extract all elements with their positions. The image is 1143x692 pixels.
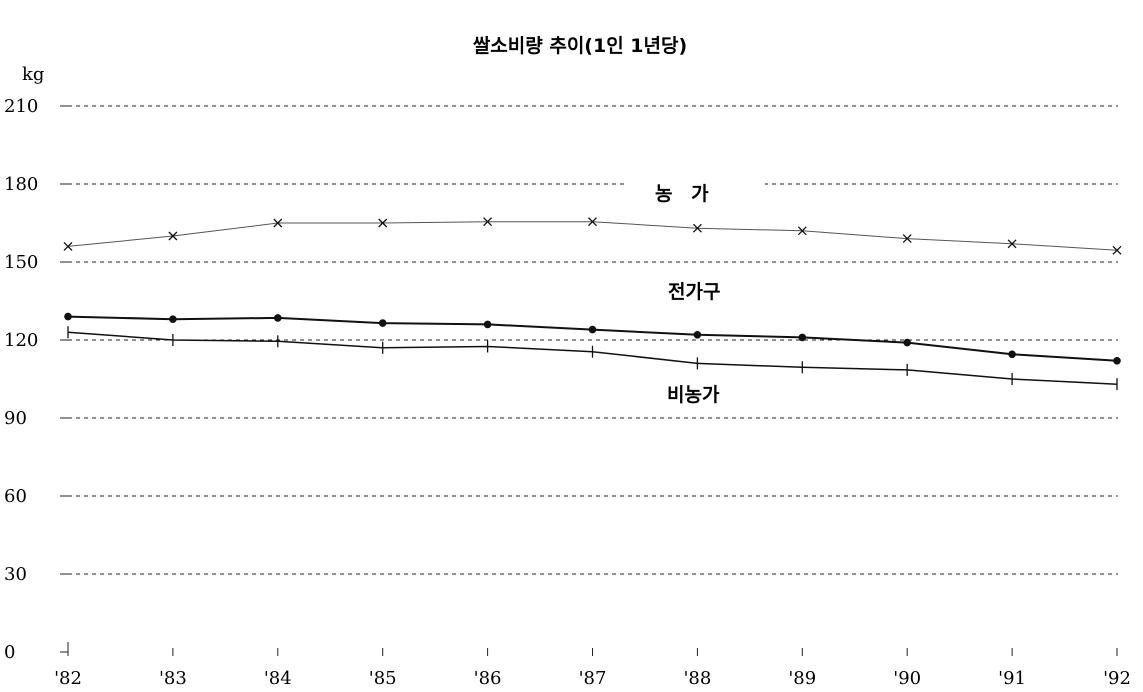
data-point-x-marker xyxy=(483,217,493,227)
y-tick-label: 60 xyxy=(4,486,27,507)
data-point-dot-marker xyxy=(903,338,911,347)
x-tick-label: '90 xyxy=(893,668,921,689)
data-point-dot-marker xyxy=(64,312,72,321)
data-point-x-marker xyxy=(378,218,388,228)
data-point-dot-marker xyxy=(169,315,177,324)
series-label: 전가구 xyxy=(668,281,720,303)
y-tick-label: 90 xyxy=(4,408,27,429)
data-point-x-marker xyxy=(1007,239,1017,249)
x-tick-label: '86 xyxy=(474,668,502,689)
data-point-dot-marker xyxy=(588,325,597,334)
x-tick-label: '85 xyxy=(369,668,397,689)
x-tick-label: '91 xyxy=(998,668,1026,689)
x-tick-label: '82 xyxy=(54,668,82,689)
data-point-x-marker xyxy=(588,217,597,227)
data-point-x-marker xyxy=(63,241,73,251)
y-tick-label: 150 xyxy=(4,252,38,273)
data-point-x-marker xyxy=(1112,245,1122,255)
data-point-x-marker xyxy=(797,226,807,236)
data-point-dot-marker xyxy=(378,319,387,327)
x-tick-label: '84 xyxy=(264,668,292,689)
series-label: 농 가 xyxy=(655,183,715,205)
y-tick-label: 120 xyxy=(4,330,38,351)
data-point-x-marker xyxy=(273,218,283,228)
x-tick-label: '89 xyxy=(788,668,816,689)
x-tick-label: '87 xyxy=(579,668,607,689)
y-tick-label: 210 xyxy=(4,96,38,117)
data-point-dot-marker xyxy=(483,320,492,329)
x-tick-label: '92 xyxy=(1103,668,1131,689)
series-lines xyxy=(63,217,1122,391)
data-point-dot-marker xyxy=(798,333,807,342)
y-axis-unit-label: kg xyxy=(22,64,44,85)
data-point-dot-marker xyxy=(1008,350,1016,359)
data-point-dot-marker xyxy=(1113,357,1121,365)
y-tick-label: 180 xyxy=(4,174,38,195)
series-line-0 xyxy=(67,221,1118,251)
series-label-background xyxy=(638,274,778,308)
axes: 0 30 60 90 120 150 180 210 '82 '83 '84 '85 '86 '87 '88… xyxy=(4,96,1131,689)
data-point-dot-marker xyxy=(693,331,702,339)
x-tick-label: '83 xyxy=(159,668,187,689)
y-tick-label: 0 xyxy=(4,642,15,663)
data-point-x-marker xyxy=(902,234,912,244)
series-label-background xyxy=(625,176,765,210)
gridlines xyxy=(68,105,1118,575)
x-tick-label: '88 xyxy=(683,668,711,689)
chart-title: 쌀소비량 추이(1인 1년당) xyxy=(473,35,687,57)
data-point-x-marker xyxy=(168,231,178,241)
y-tick-label: 30 xyxy=(4,564,27,585)
data-point-dot-marker xyxy=(274,314,282,322)
series-label: 비농가 xyxy=(667,384,720,406)
data-point-x-marker xyxy=(692,223,702,233)
